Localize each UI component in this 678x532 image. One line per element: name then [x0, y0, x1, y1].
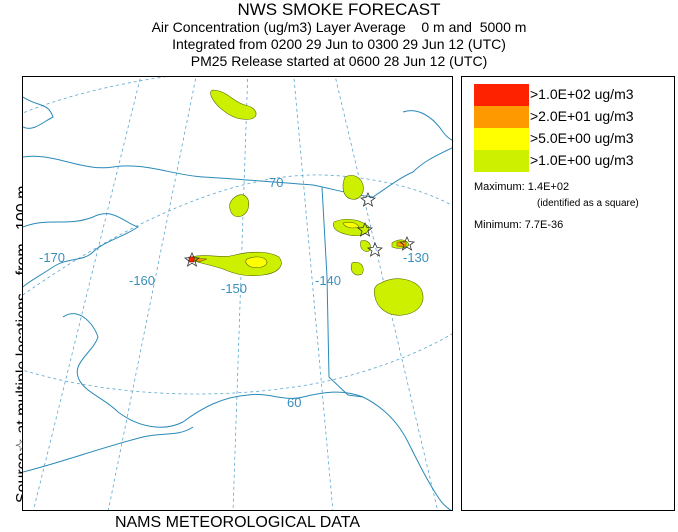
maximum-note: (identified as a square)	[537, 198, 639, 209]
legend-swatch-gt20	[474, 106, 529, 128]
plume-interior-main	[190, 251, 282, 277]
latitude-60-label: 60	[287, 395, 301, 410]
longitude-170-line	[33, 77, 141, 510]
source-star-icon-3	[356, 222, 374, 237]
data-source-footer: NAMS METEOROLOGICAL DATA	[114, 514, 361, 531]
longitude-140-label: -140	[315, 273, 341, 288]
alaska-peninsula	[117, 391, 364, 428]
legend-item-gt100: >1.0E+02 ug/m3	[474, 84, 670, 106]
source-star-icon-1	[183, 252, 201, 267]
legend-item-gt5: >5.0E+00 ug/m3	[474, 128, 670, 150]
legend-swatch-gt1	[474, 150, 529, 172]
canadian-arctic-coast	[372, 147, 452, 198]
plume-large-south	[373, 278, 424, 316]
legend-swatch-gt100	[474, 84, 529, 106]
source-description-label: Source☆ at multiple locations from 100 m	[0, 72, 31, 512]
coastlines	[23, 96, 452, 510]
arctic-islands	[402, 110, 452, 141]
plume-north-arctic	[210, 89, 257, 120]
concentration-subtitle: Air Concentration (ug/m3) Layer Average …	[151, 19, 527, 35]
longitude-160-label: -160	[129, 273, 155, 288]
minimum-value: Minimum: 7.7E-36	[474, 219, 564, 231]
legend-item-gt20: >2.0E+01 ug/m3	[474, 106, 670, 128]
smoke-plumes	[190, 89, 424, 316]
longitude-160-line	[107, 77, 197, 510]
map-canvas: 70 60 -170 -160 -150 -140 -130	[23, 77, 452, 510]
legend-label-gt100: >1.0E+02 ug/m3	[530, 86, 634, 102]
longitude-150-label: -150	[221, 281, 247, 296]
west-alaska-coast	[62, 313, 119, 413]
longitude-140-line	[293, 77, 334, 510]
legend-label-gt5: >5.0E+00 ug/m3	[530, 130, 634, 146]
plume-yukon-small	[360, 240, 371, 252]
plume-yukon-mid-core	[342, 221, 360, 229]
southeast-alaska	[362, 396, 452, 510]
smoke-map: 70 60 -170 -160 -150 -140 -130	[22, 76, 453, 511]
plume-interior-streak	[190, 257, 208, 263]
maximum-square-marker	[188, 256, 195, 263]
source-star-icon-2	[359, 192, 377, 207]
latitude-70-label: 70	[269, 175, 283, 190]
seward-peninsula	[23, 213, 140, 288]
legend-item-gt1: >1.0E+00 ug/m3	[474, 150, 670, 172]
map-title: NWS SMOKE FORECAST	[237, 0, 441, 19]
legend-label-gt20: >2.0E+01 ug/m3	[530, 108, 634, 124]
integration-period: Integrated from 0200 29 Jun to 0300 29 J…	[172, 36, 506, 52]
release-start: PM25 Release started at 0600 28 Jun 12 (…	[190, 53, 488, 69]
longitude-150-line	[232, 77, 249, 510]
longitude-130-label: -130	[403, 250, 429, 265]
source-star-icon-5	[398, 236, 416, 251]
source-star-icon-4	[366, 242, 384, 257]
alaska-canada-border	[321, 186, 364, 398]
aleutian-arc	[23, 426, 194, 473]
latitude-70-line	[23, 174, 452, 296]
plume-small-south	[351, 262, 364, 276]
arctic-coast	[23, 155, 374, 198]
legend-swatch-gt5	[474, 128, 529, 150]
latitude-80-line	[23, 77, 167, 114]
chukotka-coast	[23, 96, 54, 129]
source-markers	[183, 192, 416, 267]
concentration-legend: >1.0E+02 ug/m3 >2.0E+01 ug/m3 >5.0E+00 u…	[461, 76, 675, 511]
legend-label-gt1: >1.0E+00 ug/m3	[530, 152, 634, 168]
plume-yukon-north	[342, 175, 364, 200]
plume-north-slope	[229, 194, 249, 217]
plume-interior-core	[245, 256, 268, 268]
latitude-60-line	[23, 333, 452, 395]
longitude-170-label: -170	[39, 250, 65, 265]
maximum-value: Maximum: 1.4E+02	[474, 181, 570, 193]
